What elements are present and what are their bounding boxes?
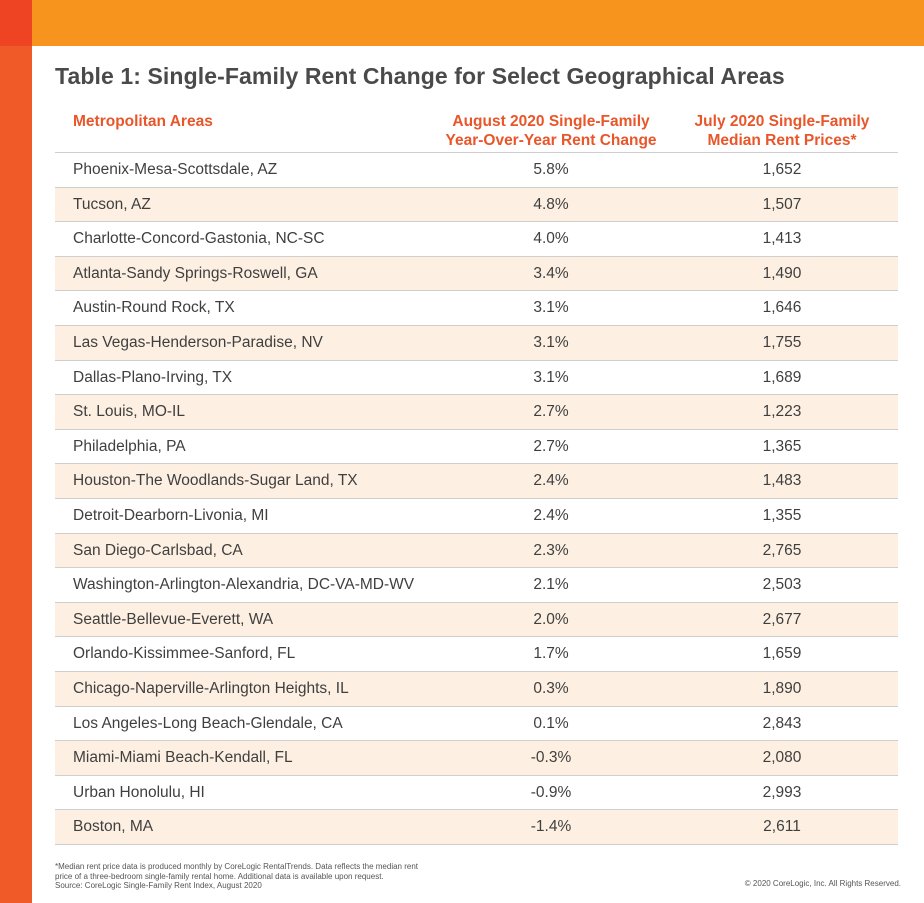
table-row: Austin-Round Rock, TX 3.1% 1,646 [55, 291, 898, 326]
rent-change-cell: 0.3% [533, 679, 569, 697]
metro-cell: Seattle-Bellevue-Everett, WA [73, 610, 274, 628]
metro-cell: Charlotte-Concord-Gastonia, NC-SC [73, 230, 325, 248]
rent-change-cell: 2.0% [533, 610, 569, 628]
metro-cell: Houston-The Woodlands-Sugar Land, TX [73, 472, 358, 490]
median-price-cell: 1,689 [762, 368, 802, 386]
footnote: *Median rent price data is produced mont… [55, 862, 445, 891]
metro-cell: Las Vegas-Henderson-Paradise, NV [73, 333, 323, 351]
header-median-price: July 2020 Single-Family Median Rent Pric… [677, 112, 887, 150]
rent-change-cell: 2.3% [533, 541, 569, 559]
median-price-cell: 2,765 [762, 541, 802, 559]
header-rent-change: August 2020 Single-Family Year-Over-Year… [425, 112, 677, 150]
metro-cell: San Diego-Carlsbad, CA [73, 541, 243, 559]
table-row: Phoenix-Mesa-Scottsdale, AZ 5.8% 1,652 [55, 153, 898, 188]
table-row: Urban Honolulu, HI -0.9% 2,993 [55, 776, 898, 811]
table-row: Charlotte-Concord-Gastonia, NC-SC 4.0% 1,4… [55, 222, 898, 257]
table-row: Los Angeles-Long Beach-Glendale, CA 0.1% 2… [55, 707, 898, 742]
metro-cell: Austin-Round Rock, TX [73, 299, 235, 317]
top-accent-bar [32, 0, 924, 46]
metro-cell: Boston, MA [73, 818, 154, 836]
table-row: Miami-Miami Beach-Kendall, FL -0.3% 2,080 [55, 741, 898, 776]
rent-change-cell: -0.9% [530, 783, 572, 801]
median-price-cell: 1,365 [762, 437, 802, 455]
table-row: San Diego-Carlsbad, CA 2.3% 2,765 [55, 533, 898, 569]
source-line: Source: CoreLogic Single-Family Rent Ind… [55, 881, 262, 890]
metro-cell: Los Angeles-Long Beach-Glendale, CA [73, 714, 343, 732]
rent-change-cell: 4.8% [533, 195, 569, 213]
rent-change-cell: 0.1% [533, 714, 569, 732]
header-median-price-line2: Median Rent Prices* [707, 132, 857, 149]
median-price-cell: 1,355 [762, 506, 802, 524]
rent-change-cell: 2.7% [533, 403, 569, 421]
metro-cell: Atlanta-Sandy Springs-Roswell, GA [73, 264, 318, 282]
header-rent-change-line1: August 2020 Single-Family [452, 113, 650, 130]
rent-change-cell: 2.4% [533, 472, 569, 490]
table-row: Atlanta-Sandy Springs-Roswell, GA 3.4% 1,4… [55, 256, 898, 292]
metro-cell: Tucson, AZ [73, 195, 151, 213]
median-price-cell: 1,413 [762, 230, 802, 248]
rent-table: Metropolitan Areas August 2020 Single-Fa… [55, 107, 898, 845]
copyright: © 2020 CoreLogic, Inc. All Rights Reserv… [744, 879, 901, 888]
metro-cell: Miami-Miami Beach-Kendall, FL [73, 749, 293, 767]
table-row: Orlando-Kissimmee-Sanford, FL 1.7% 1,659 [55, 637, 898, 672]
table-row: Tucson, AZ 4.8% 1,507 [55, 187, 898, 223]
rent-change-cell: 2.7% [533, 437, 569, 455]
median-price-cell: 1,659 [762, 645, 802, 663]
rent-change-cell: 3.1% [533, 368, 569, 386]
metro-cell: Dallas-Plano-Irving, TX [73, 368, 233, 386]
rent-change-cell: 1.7% [533, 645, 569, 663]
table-title: Table 1: Single-Family Rent Change for S… [55, 63, 785, 89]
table-body: Phoenix-Mesa-Scottsdale, AZ 5.8% 1,652 Tucs… [55, 153, 898, 845]
rent-change-cell: 2.4% [533, 506, 569, 524]
rent-change-cell: 3.1% [533, 299, 569, 317]
table-row: Washington-Arlington-Alexandria, DC-VA-M… [55, 568, 898, 603]
table-row: Seattle-Bellevue-Everett, WA 2.0% 2,677 [55, 602, 898, 638]
metro-cell: Phoenix-Mesa-Scottsdale, AZ [73, 161, 278, 178]
left-accent-bar [0, 0, 32, 903]
median-price-cell: 1,646 [762, 299, 802, 317]
table-row: Detroit-Dearborn-Livonia, MI 2.4% 1,355 [55, 499, 898, 534]
rent-change-cell: -1.4% [530, 818, 572, 836]
table-row: Houston-The Woodlands-Sugar Land, TX 2.4%… [55, 464, 898, 499]
median-price-cell: 2,611 [763, 818, 801, 836]
median-price-cell: 2,843 [762, 714, 802, 732]
rent-change-cell: -0.3% [530, 749, 572, 767]
median-price-cell: 1,755 [762, 333, 802, 351]
metro-cell: St. Louis, MO-IL [73, 403, 185, 421]
median-price-cell: 1,483 [762, 472, 802, 490]
metro-cell: Detroit-Dearborn-Livonia, MI [73, 506, 269, 524]
table-row: Chicago-Naperville-Arlington Heights, IL… [55, 671, 898, 707]
footnote-line: *Median rent price data is produced mont… [55, 862, 419, 871]
median-price-cell: 2,677 [762, 610, 802, 628]
median-price-cell: 1,223 [762, 403, 802, 421]
accent-corner [0, 0, 32, 46]
metro-cell: Chicago-Naperville-Arlington Heights, IL [73, 679, 349, 697]
metro-cell: Urban Honolulu, HI [73, 783, 205, 801]
footnote-line: price of a three-bedroom single-family r… [55, 871, 384, 881]
rent-change-cell: 4.0% [533, 230, 569, 248]
rent-change-cell: 3.4% [533, 264, 569, 282]
table-row: Las Vegas-Henderson-Paradise, NV 3.1% 1,75… [55, 325, 898, 361]
table-row: St. Louis, MO-IL 2.7% 1,223 [55, 395, 898, 430]
median-price-cell: 1,890 [762, 679, 802, 697]
rent-change-cell: 5.8% [533, 161, 569, 178]
header-metro: Metropolitan Areas [73, 113, 213, 130]
median-price-cell: 1,507 [762, 195, 802, 213]
median-price-cell: 2,993 [762, 783, 802, 801]
median-price-cell: 1,652 [762, 161, 802, 178]
table-row: Philadelphia, PA 2.7% 1,365 [55, 430, 898, 465]
median-price-cell: 1,490 [762, 264, 802, 282]
metro-cell: Orlando-Kissimmee-Sanford, FL [73, 645, 296, 663]
metro-cell: Washington-Arlington-Alexandria, DC-VA-M… [73, 576, 415, 594]
header-rent-change-line2: Year-Over-Year Rent Change [445, 132, 657, 149]
table-header: Metropolitan Areas August 2020 Single-Fa… [55, 107, 898, 153]
metro-cell: Philadelphia, PA [73, 437, 186, 455]
header-median-price-line1: July 2020 Single-Family [694, 113, 870, 130]
rent-change-cell: 2.1% [533, 576, 569, 594]
table-row: Dallas-Plano-Irving, TX 3.1% 1,689 [55, 361, 898, 396]
median-price-cell: 2,503 [762, 576, 802, 594]
median-price-cell: 2,080 [762, 749, 802, 767]
rent-change-cell: 3.1% [533, 333, 569, 351]
table-row: Boston, MA -1.4% 2,611 [55, 810, 898, 845]
